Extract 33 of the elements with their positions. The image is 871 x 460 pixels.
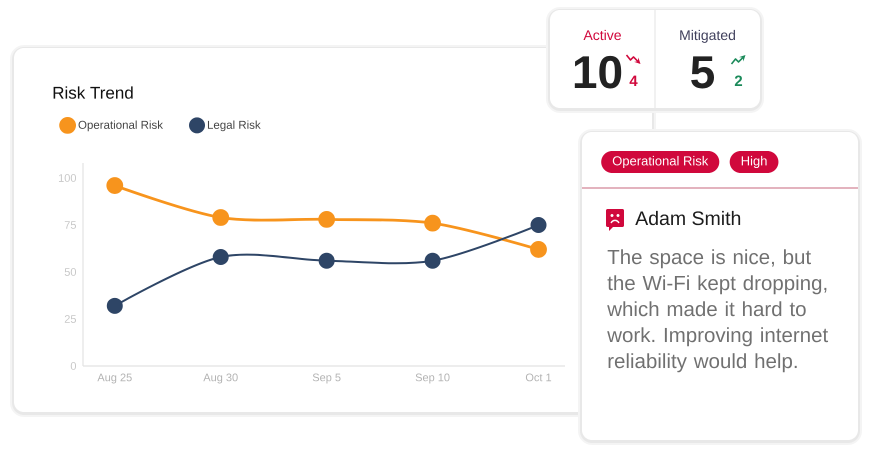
y-tick-label: 75: [64, 221, 76, 229]
x-tick-label: Aug 30: [203, 374, 238, 384]
y-tick-label: 0: [70, 362, 76, 370]
point: [318, 252, 335, 269]
text: 2: [734, 76, 742, 86]
category-label: High: [742, 156, 767, 168]
legend-label: Operational Risk: [78, 120, 164, 132]
text: 5: [691, 56, 714, 88]
x-tick-label: Oct 1: [526, 374, 552, 382]
category-label: Mitigated: [680, 30, 735, 43]
chart-title: Risk Trend: [54, 86, 133, 99]
text: 10: [574, 56, 622, 88]
point: [424, 214, 441, 232]
category-label: Active: [583, 30, 621, 40]
text: The space is nice, but the Wi-Fi kept dropping, which made it hard to work. Improving internet reliability would help.: [607, 249, 828, 372]
text: Adam Smith: [635, 210, 740, 226]
point: [530, 241, 547, 258]
x-tick-label: Aug 25: [97, 374, 132, 384]
y-tick-label: 25: [64, 315, 76, 323]
x-tick-label: Sep 5: [312, 374, 341, 384]
category-label: Operational Risk: [612, 156, 708, 168]
point: [106, 177, 124, 194]
point: [212, 209, 230, 226]
point: [212, 248, 229, 265]
legend-label: Legal Risk: [208, 120, 261, 132]
text: 4: [630, 76, 638, 86]
point: [424, 252, 441, 269]
point: [106, 298, 123, 314]
point: [318, 210, 336, 228]
y-tick-label: 50: [64, 268, 76, 276]
y-tick-label: 100: [58, 174, 76, 182]
x-tick-label: Sep 10: [416, 374, 450, 384]
point: [530, 217, 547, 234]
